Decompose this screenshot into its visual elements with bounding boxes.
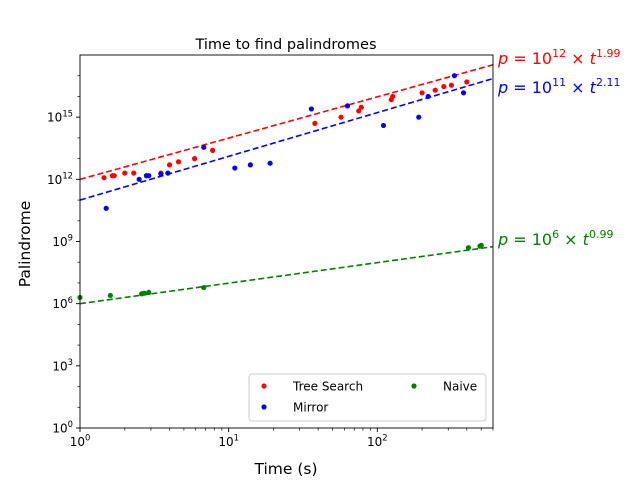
point-tree-search — [131, 170, 137, 176]
plot-background — [80, 55, 493, 428]
point-tree-search — [432, 87, 438, 93]
point-naive — [146, 289, 152, 295]
fit-annotation-naive: p = 106 × t0.99 — [497, 228, 613, 249]
point-mirror — [247, 162, 253, 168]
point-mirror — [158, 171, 164, 177]
axes: 100 101 102 100 103 106 109 1012 1015 — [47, 54, 494, 449]
point-naive — [107, 292, 113, 299]
point-naive — [478, 242, 484, 248]
point-tree-search — [441, 83, 447, 90]
legend-label: Mirror — [293, 401, 328, 415]
fit-lines — [80, 63, 493, 305]
point-tree-search — [448, 82, 454, 88]
point-tree-search — [390, 93, 396, 100]
point-naive — [201, 284, 207, 291]
point-mirror — [146, 173, 152, 179]
point-tree-search — [338, 114, 344, 120]
legend-marker — [261, 404, 267, 410]
fit-annotations: p = 1012 × t1.99 p = 1011 × t2.11 p = 106 … — [497, 47, 620, 249]
point-mirror — [136, 176, 142, 182]
chart-title: Time to find palindromes — [194, 37, 376, 53]
y-tick-label: 100 — [52, 419, 73, 435]
legend-label: Tree Search — [292, 380, 363, 394]
legend-marker — [261, 383, 267, 389]
point-mirror — [308, 106, 314, 112]
legend-marker — [411, 383, 417, 389]
point-mirror — [201, 144, 207, 150]
y-tick-label: 109 — [52, 233, 73, 249]
y-tick-label: 1012 — [47, 170, 73, 186]
x-axis-label: Time (s) — [253, 460, 317, 478]
point-mirror — [451, 73, 458, 79]
fit-annotation-tree-search: p = 1012 × t1.99 — [497, 47, 620, 68]
point-mirror — [165, 170, 171, 176]
point-mirror — [232, 165, 238, 171]
point-tree-search — [191, 156, 198, 162]
y-tick-label: 1015 — [47, 108, 73, 124]
point-mirror — [344, 103, 351, 109]
point-mirror — [416, 114, 422, 120]
point-tree-search — [175, 159, 182, 165]
point-tree-search — [210, 147, 216, 153]
legend-label: Naive — [443, 380, 477, 394]
legend: Tree Search Mirror Naive — [248, 373, 487, 422]
data-points — [77, 73, 484, 301]
point-naive — [141, 290, 147, 296]
point-tree-search — [464, 79, 470, 85]
y-axis-label: Palindrome — [16, 201, 34, 288]
point-mirror — [103, 205, 109, 211]
point-tree-search — [166, 162, 173, 168]
point-mirror — [267, 160, 273, 166]
plot-area — [80, 55, 493, 428]
point-tree-search — [122, 170, 128, 176]
point-mirror — [380, 122, 387, 129]
fit-line-naive — [80, 245, 493, 305]
point-tree-search — [419, 90, 425, 96]
point-mirror — [460, 90, 467, 96]
y-tick-label: 103 — [52, 357, 73, 373]
point-mirror — [425, 93, 431, 100]
x-tick-label: 100 — [70, 433, 91, 449]
y-tick-label: 106 — [52, 295, 73, 311]
point-tree-search — [358, 104, 364, 110]
x-tick-label: 102 — [367, 433, 388, 449]
legend-box — [248, 373, 487, 422]
fit-annotation-mirror: p = 1011 × t2.11 — [497, 76, 620, 97]
x-tick-label: 101 — [218, 433, 239, 449]
point-tree-search — [111, 173, 117, 179]
point-tree-search — [312, 120, 318, 127]
point-naive — [465, 245, 472, 251]
point-tree-search — [356, 108, 362, 114]
point-tree-search — [101, 175, 107, 181]
